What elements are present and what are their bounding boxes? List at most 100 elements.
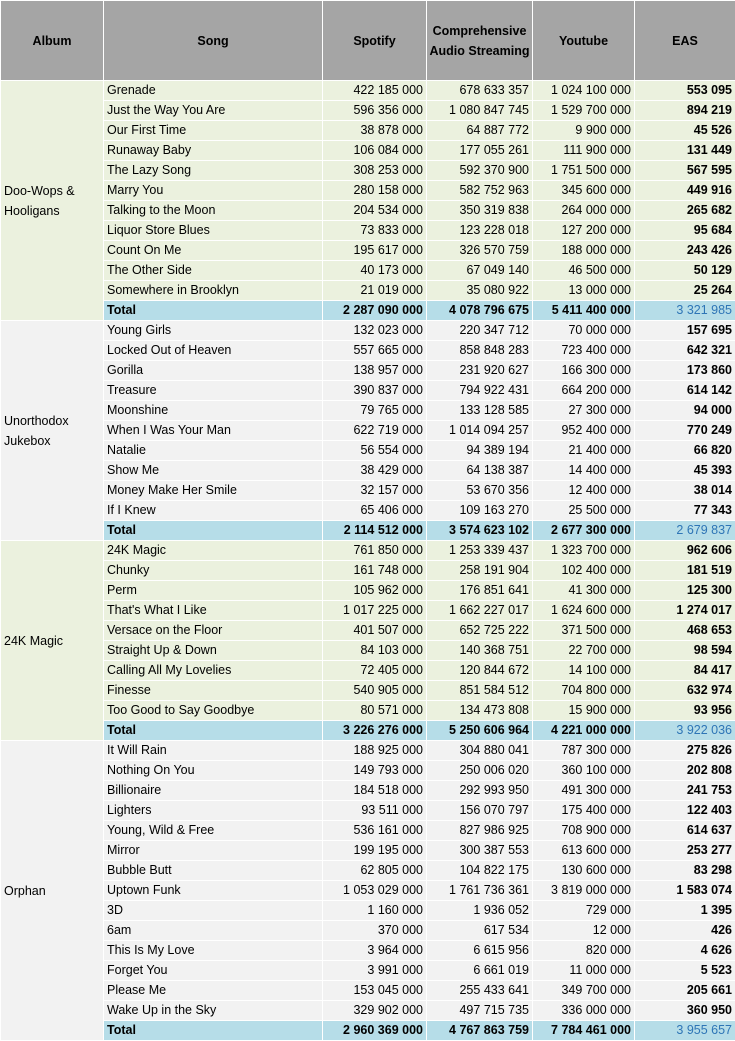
youtube-cell: 1 529 700 000	[532, 100, 635, 121]
cas-cell: 1 662 227 017	[426, 600, 533, 621]
song-row: Finesse 540 905 000 851 584 512 704 800 000…	[1, 680, 735, 701]
song-row: Unorthodox Jukebox Young Girls 132 023 000…	[0, 320, 735, 541]
cas-cell: 258 191 904	[426, 560, 533, 581]
cas-cell: 1 761 736 361	[426, 880, 533, 901]
eas-cell: 95 684	[634, 220, 735, 241]
song-cell: Mirror	[103, 840, 323, 861]
song-cell: This Is My Love	[103, 940, 323, 961]
total-row: Total 3 226 276 000 5 250 606 964 4 221 000…	[1, 720, 735, 741]
cas-cell: 109 163 270	[426, 500, 533, 521]
eas-cell: 38 014	[634, 480, 735, 501]
cas-cell: 304 880 041	[426, 740, 533, 761]
eas-cell: 243 426	[634, 240, 735, 261]
spotify-cell: 80 571 000	[322, 700, 427, 721]
song-cell: Gorilla	[103, 360, 323, 381]
song-cell: Forget You	[103, 960, 323, 981]
spotify-cell: 1 017 225 000	[322, 600, 427, 621]
spotify-cell: 105 962 000	[322, 580, 427, 601]
song-cell: 6am	[103, 920, 323, 941]
cas-cell: 255 433 641	[426, 980, 533, 1001]
eas-cell: 265 682	[634, 200, 735, 221]
song-row: Uptown Funk 1 053 029 000 1 761 736 361 3 8…	[1, 880, 735, 901]
cas-cell: 858 848 283	[426, 340, 533, 361]
spotify-cell: 132 023 000	[322, 320, 427, 341]
song-row: Our First Time 38 878 000 64 887 772 9 900 …	[1, 120, 735, 141]
cas-cell: 6 661 019	[426, 960, 533, 981]
album-header: Album	[0, 0, 104, 81]
cas-cell: 231 920 627	[426, 360, 533, 381]
eas-cell: 125 300	[634, 580, 735, 601]
youtube-cell: 336 000 000	[532, 1000, 635, 1021]
song-row: Bubble Butt 62 805 000 104 822 175 130 600 …	[1, 860, 735, 881]
total-label-cell: Total	[103, 300, 323, 321]
song-cell: Lighters	[103, 800, 323, 821]
eas-cell: 94 000	[634, 400, 735, 421]
spotify-cell: 557 665 000	[322, 340, 427, 361]
cas-cell: 582 752 963	[426, 180, 533, 201]
song-cell: Straight Up & Down	[103, 640, 323, 661]
total-youtube-cell: 2 677 300 000	[532, 520, 635, 541]
song-cell: If I Knew	[103, 500, 323, 521]
eas-cell: 253 277	[634, 840, 735, 861]
cas-cell: 104 822 175	[426, 860, 533, 881]
eas-cell: 5 523	[634, 960, 735, 981]
eas-cell: 98 594	[634, 640, 735, 661]
song-cell: Finesse	[103, 680, 323, 701]
spotify-cell: 38 878 000	[322, 120, 427, 141]
total-youtube-cell: 5 411 400 000	[532, 300, 635, 321]
spotify-cell: 280 158 000	[322, 180, 427, 201]
spotify-cell: 84 103 000	[322, 640, 427, 661]
cas-cell: 6 615 956	[426, 940, 533, 961]
song-row: This Is My Love 3 964 000 6 615 956 820 000…	[1, 940, 735, 961]
cas-cell: 64 138 387	[426, 460, 533, 481]
eas-cell: 173 860	[634, 360, 735, 381]
eas-cell: 45 393	[634, 460, 735, 481]
youtube-cell: 41 300 000	[532, 580, 635, 601]
song-cell: Calling All My Lovelies	[103, 660, 323, 681]
cas-cell: 1 014 094 257	[426, 420, 533, 441]
spotify-cell: 329 902 000	[322, 1000, 427, 1021]
youtube-cell: 708 900 000	[532, 820, 635, 841]
song-row: 24K Magic 24K Magic 761 850 000 1 253 339 4…	[0, 540, 735, 741]
cas-cell: 120 844 672	[426, 660, 533, 681]
song-row: That's What I Like 1 017 225 000 1 662 227…	[1, 600, 735, 621]
eas-cell: 157 695	[634, 320, 735, 341]
eas-cell: 962 606	[634, 540, 735, 561]
cas-cell: 592 370 900	[426, 160, 533, 181]
youtube-cell: 11 000 000	[532, 960, 635, 981]
song-row: Orphan It Will Rain 188 925 000 304 880 041…	[0, 740, 735, 1041]
song-cell: Chunky	[103, 560, 323, 581]
total-label-cell: Total	[103, 520, 323, 541]
song-cell: Natalie	[103, 440, 323, 461]
song-row: Straight Up & Down 84 103 000 140 368 751 2…	[1, 640, 735, 661]
spotify-cell: 106 084 000	[322, 140, 427, 161]
cas-cell: 35 080 922	[426, 280, 533, 301]
cas-cell: 140 368 751	[426, 640, 533, 661]
eas-cell: 205 661	[634, 980, 735, 1001]
eas-cell: 77 343	[634, 500, 735, 521]
spotify-cell: 79 765 000	[322, 400, 427, 421]
song-row: Show Me 38 429 000 64 138 387 14 400 000 45 …	[1, 460, 735, 481]
total-cas-cell: 5 250 606 964	[426, 720, 533, 741]
song-cell: Too Good to Say Goodbye	[103, 700, 323, 721]
cas-cell: 851 584 512	[426, 680, 533, 701]
youtube-cell: 952 400 000	[532, 420, 635, 441]
song-row: 3D 1 160 000 1 936 052 729 000 1 395	[1, 900, 735, 921]
cas-cell: 177 055 261	[426, 140, 533, 161]
song-row: Count On Me 195 617 000 326 570 759 188 000…	[1, 240, 735, 261]
spotify-cell: 401 507 000	[322, 620, 427, 641]
cas-cell: 827 986 925	[426, 820, 533, 841]
total-spotify-cell: 3 226 276 000	[322, 720, 427, 741]
cas-cell: 176 851 641	[426, 580, 533, 601]
spotify-cell: 188 925 000	[322, 740, 427, 761]
song-cell: 24K Magic	[103, 540, 323, 561]
spotify-cell: 73 833 000	[322, 220, 427, 241]
spotify-cell: 199 195 000	[322, 840, 427, 861]
spotify-cell: 204 534 000	[322, 200, 427, 221]
eas-header: EAS	[634, 0, 735, 81]
youtube-cell: 1 751 500 000	[532, 160, 635, 181]
song-row: Versace on the Floor 401 507 000 652 725 2…	[1, 620, 735, 641]
song-row: When I Was Your Man 622 719 000 1 014 094 …	[1, 420, 735, 441]
song-row: Locked Out of Heaven 557 665 000 858 848 2…	[1, 340, 735, 361]
cas-cell: 300 387 553	[426, 840, 533, 861]
